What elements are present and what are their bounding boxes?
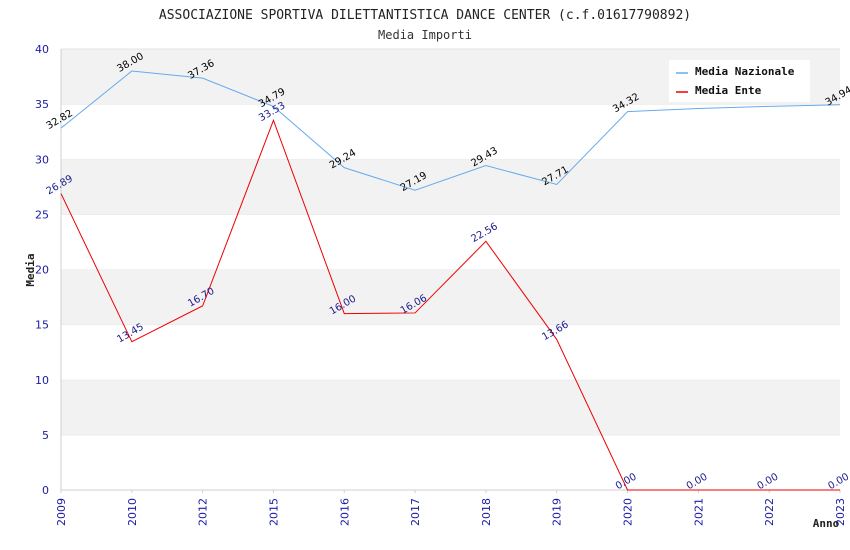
x-tick-label: 2009 [55, 498, 68, 526]
y-tick-label: 30 [35, 153, 49, 166]
y-axis-ticks: 0 5 10 15 20 25 30 35 40 [35, 43, 49, 497]
x-tick-label: 2021 [692, 498, 705, 526]
y-tick-label: 25 [35, 208, 49, 221]
grid-bands [60, 48, 840, 491]
grid-band [61, 159, 840, 215]
y-tick-label: 0 [42, 484, 49, 497]
y-tick-label: 10 [35, 374, 49, 387]
y-tick-label: 40 [35, 43, 49, 56]
y-tick-label: 35 [35, 98, 49, 111]
y-axis-label: Media [24, 253, 37, 286]
x-tick-label: 2020 [622, 498, 635, 526]
chart-title: ASSOCIAZIONE SPORTIVA DILETTANTISTICA DA… [159, 8, 691, 23]
x-tick-label: 2015 [267, 498, 280, 526]
grid-band [61, 324, 840, 380]
grid-band [61, 104, 840, 160]
y-tick-label: 15 [35, 319, 49, 332]
x-tick-label: 2012 [197, 498, 210, 526]
x-tick-label: 2017 [409, 498, 422, 526]
grid-band [61, 379, 840, 435]
x-tick-label: 2023 [834, 498, 847, 526]
x-tick-label: 2016 [338, 498, 351, 526]
series-lines [60, 70, 841, 491]
grid-band [61, 269, 840, 325]
y-tick-label: 20 [35, 264, 49, 277]
series-line-media-nazionale [60, 70, 841, 191]
chart-subtitle: Media Importi [378, 28, 472, 42]
x-tick-label: 2010 [126, 498, 139, 526]
x-tick-label: 2022 [763, 498, 776, 526]
x-axis-ticks: 2009 2010 2012 2015 2016 2017 2018 2019 2020 2021… [55, 490, 847, 526]
grid-band [61, 214, 840, 270]
x-tick-label: 2018 [480, 498, 493, 526]
x-tick-label: 2019 [551, 498, 564, 526]
grid-band [61, 434, 840, 490]
legend: Media Nazionale Media Ente [669, 60, 810, 102]
x-axis-label: Anno [813, 517, 840, 530]
legend-label-media-ente: Media Ente [695, 84, 762, 97]
y-tick-label: 5 [42, 429, 49, 442]
legend-box [669, 60, 810, 102]
series-line-media-ente [60, 118, 840, 491]
legend-label-media-nazionale: Media Nazionale [695, 65, 795, 78]
